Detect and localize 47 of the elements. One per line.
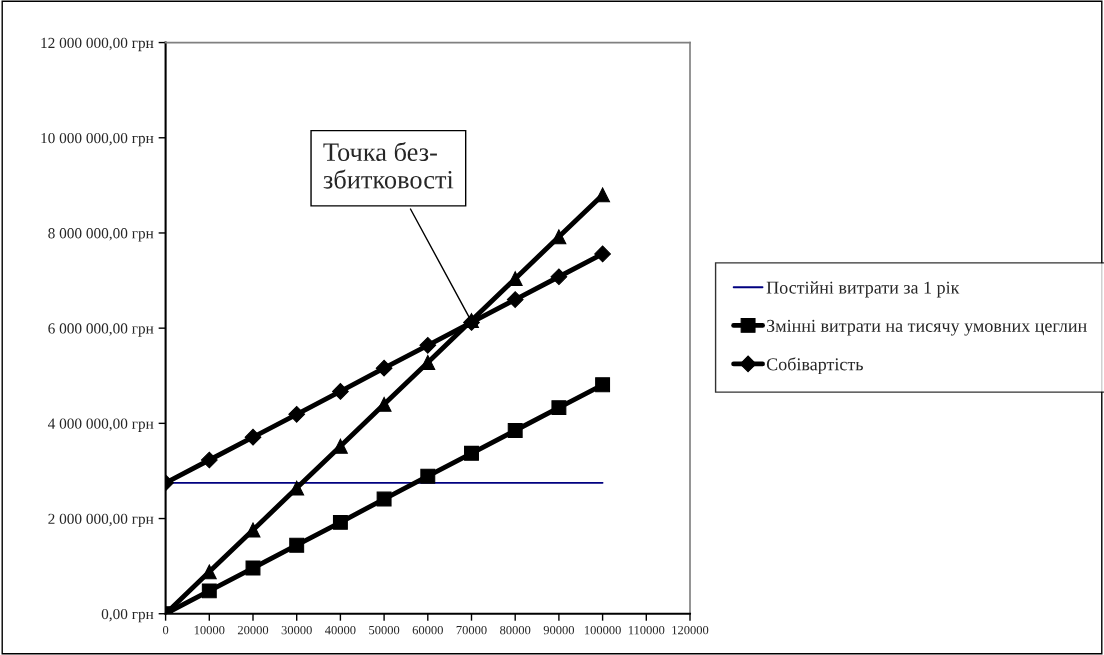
x-tick-label: 110000 bbox=[628, 625, 665, 635]
x-tick-label: 90000 bbox=[543, 625, 575, 635]
point bbox=[376, 491, 392, 507]
y-tick-label: 12 000 000,00 грн bbox=[41, 37, 154, 52]
point bbox=[551, 229, 567, 245]
point bbox=[201, 583, 217, 599]
y-tick-label: 8 000 000,00 грн bbox=[48, 228, 154, 242]
y-tick-label: 2 000 000,00 грн bbox=[48, 513, 154, 528]
point bbox=[332, 514, 348, 530]
point bbox=[420, 354, 436, 370]
point bbox=[200, 451, 218, 469]
point bbox=[419, 336, 437, 354]
point bbox=[420, 468, 436, 484]
x-tick-label: 120000 bbox=[672, 625, 709, 635]
point bbox=[332, 383, 349, 400]
x-tick-label: 10000 bbox=[194, 625, 225, 635]
point bbox=[594, 245, 611, 263]
point bbox=[464, 445, 479, 461]
point bbox=[507, 423, 523, 438]
legend-label: Постійні витрати за 1 рік bbox=[766, 281, 960, 298]
point bbox=[375, 359, 393, 377]
x-tick-label: 0 bbox=[162, 625, 169, 635]
x-tick-label: 40000 bbox=[325, 625, 356, 635]
x-tick-label: 50000 bbox=[369, 625, 400, 635]
x-tick-label: 20000 bbox=[237, 625, 269, 635]
x-tick-label: 30000 bbox=[281, 625, 312, 635]
point bbox=[288, 405, 306, 423]
point bbox=[289, 480, 305, 496]
y-tick-label: 6 000 000,00 грн bbox=[48, 323, 154, 337]
point bbox=[244, 428, 262, 446]
point bbox=[506, 291, 524, 308]
point bbox=[245, 560, 261, 576]
point bbox=[595, 187, 611, 203]
point bbox=[551, 400, 567, 416]
x-tick-label: 60000 bbox=[412, 625, 443, 635]
x-tick-label: 100000 bbox=[584, 625, 621, 635]
y-tick-label: 4 000 000,00 грн bbox=[47, 418, 154, 432]
y-tick-label: 0,00 грн bbox=[101, 608, 154, 623]
point bbox=[289, 537, 305, 553]
legend-label: Собівартість bbox=[766, 357, 863, 375]
point bbox=[550, 268, 568, 286]
point bbox=[595, 377, 611, 393]
y-tick-label: 10 000 000,00 грн bbox=[41, 132, 154, 147]
legend-label: Змінні витрати на тисячу умовних цеглин bbox=[767, 319, 1087, 336]
annotation: Точка без- збитковості bbox=[323, 141, 454, 189]
x-tick-label: 70000 bbox=[456, 625, 487, 635]
x-tick-label: 80000 bbox=[500, 625, 531, 635]
